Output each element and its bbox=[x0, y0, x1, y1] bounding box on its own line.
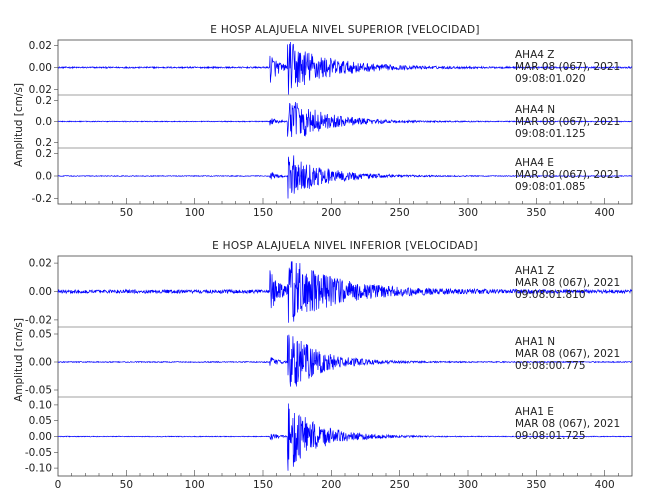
x-tick-label: 200 bbox=[321, 207, 341, 219]
x-tick-label: 150 bbox=[253, 207, 273, 219]
trace-time-label: 09:08:01.810 bbox=[515, 289, 586, 301]
x-tick-label: 150 bbox=[253, 479, 273, 491]
trace-date-label: MAR 08 (067), 2021 bbox=[515, 418, 620, 430]
y-tick-label: 0.00 bbox=[29, 286, 52, 298]
trace-date-label: MAR 08 (067), 2021 bbox=[515, 61, 620, 73]
y-tick-label: 0.10 bbox=[29, 399, 52, 411]
x-tick-label: 200 bbox=[321, 479, 341, 491]
y-tick-label: -0.2 bbox=[32, 193, 53, 205]
trace-time-label: 09:08:01.085 bbox=[515, 181, 586, 193]
y-tick-label: 0.2 bbox=[35, 95, 52, 107]
x-tick-label: 100 bbox=[185, 207, 205, 219]
trace-date-label: MAR 08 (067), 2021 bbox=[515, 116, 620, 128]
trace-aha1-n bbox=[57, 334, 633, 387]
x-tick-label: 350 bbox=[526, 207, 546, 219]
x-tick-label: 300 bbox=[458, 207, 478, 219]
y-tick-label: 0.2 bbox=[35, 148, 52, 160]
trace-aha4-z bbox=[57, 41, 633, 95]
trace-station-label: AHA1 N bbox=[515, 336, 555, 348]
trace-station-label: AHA4 E bbox=[515, 157, 554, 169]
y-tick-label: 0.02 bbox=[29, 258, 52, 270]
trace-station-label: AHA1 Z bbox=[515, 265, 554, 277]
y-tick-label: 0.02 bbox=[29, 40, 52, 52]
panel-1-title: E HOSP ALAJUELA NIVEL SUPERIOR [VELOCIDA… bbox=[210, 24, 479, 36]
trace-station-label: AHA4 N bbox=[515, 104, 555, 116]
y-tick-label: 0.05 bbox=[29, 415, 52, 427]
y-tick-label: 0.0 bbox=[35, 116, 52, 128]
trace-station-label: AHA4 Z bbox=[515, 49, 554, 61]
x-tick-label: 50 bbox=[120, 207, 133, 219]
y-tick-label: 0.02 bbox=[29, 84, 52, 96]
x-tick-label: 350 bbox=[526, 479, 546, 491]
x-tick-label: 400 bbox=[595, 479, 615, 491]
x-tick-label: 250 bbox=[390, 479, 410, 491]
trace-aha4-n bbox=[57, 102, 633, 138]
y-tick-label: -0.02 bbox=[25, 314, 52, 326]
trace-time-label: 09:08:01.125 bbox=[515, 128, 586, 140]
trace-date-label: MAR 08 (067), 2021 bbox=[515, 277, 620, 289]
y-tick-label: 0.00 bbox=[29, 62, 52, 74]
trace-date-label: MAR 08 (067), 2021 bbox=[515, 348, 620, 360]
y-tick-label: -0.10 bbox=[25, 463, 52, 475]
trace-aha1-z bbox=[57, 261, 633, 323]
y-tick-label: 0.2 bbox=[35, 137, 52, 149]
y-tick-label: -0.05 bbox=[25, 447, 52, 459]
x-tick-label: 0 bbox=[55, 479, 62, 491]
x-tick-label: 300 bbox=[458, 479, 478, 491]
trace-time-label: 09:08:00.775 bbox=[515, 360, 586, 372]
y-tick-label: 0.00 bbox=[29, 431, 52, 443]
trace-aha1-e bbox=[57, 403, 633, 471]
trace-station-label: AHA1 E bbox=[515, 406, 554, 418]
x-tick-label: 250 bbox=[390, 207, 410, 219]
trace-date-label: MAR 08 (067), 2021 bbox=[515, 169, 620, 181]
trace-aha4-e bbox=[57, 155, 633, 199]
y-tick-label: 0.0 bbox=[35, 171, 52, 183]
y-tick-label: 0.05 bbox=[29, 329, 52, 341]
trace-time-label: 09:08:01.725 bbox=[515, 430, 586, 442]
y-tick-label: 0.00 bbox=[29, 357, 52, 369]
trace-time-label: 09:08:01.020 bbox=[515, 73, 586, 85]
y-tick-label: -0.05 bbox=[25, 385, 52, 397]
panel-1-ylabel: Amplitud [cm/s] bbox=[13, 83, 25, 167]
x-tick-label: 100 bbox=[185, 479, 205, 491]
panel-2-ylabel: Amplitud [cm/s] bbox=[13, 318, 25, 402]
x-tick-label: 400 bbox=[595, 207, 615, 219]
x-tick-label: 50 bbox=[120, 479, 133, 491]
panel-2-title: E HOSP ALAJUELA NIVEL INFERIOR [VELOCIDA… bbox=[212, 240, 478, 252]
